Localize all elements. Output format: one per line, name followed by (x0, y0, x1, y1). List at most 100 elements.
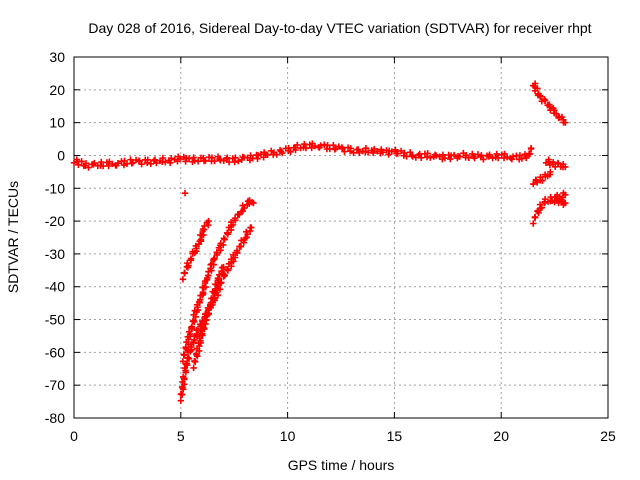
data-point (562, 163, 569, 171)
data-point (201, 279, 209, 287)
data-point (273, 151, 280, 158)
data-point (241, 204, 248, 212)
data-point (335, 143, 343, 150)
data-point (176, 155, 184, 163)
y-tick-label: 20 (49, 82, 65, 98)
data-point (232, 216, 239, 224)
data-point (109, 160, 116, 168)
data-point (244, 231, 251, 238)
data-point (229, 221, 237, 229)
data-point (525, 150, 533, 158)
data-point (562, 119, 569, 126)
data-point (215, 271, 223, 278)
y-tick-label: -40 (45, 279, 65, 295)
data-point (216, 155, 223, 163)
data-point (167, 159, 174, 166)
series-arc-4 (190, 263, 227, 372)
data-point (181, 189, 189, 197)
series-arc-2 (179, 197, 257, 365)
data-point (550, 158, 557, 166)
data-point (191, 157, 198, 164)
data-point (237, 243, 244, 250)
series-main-band (70, 140, 535, 171)
series-arc-3 (177, 224, 255, 404)
data-point (324, 142, 331, 149)
data-point (185, 155, 193, 162)
data-point (379, 149, 387, 156)
data-point (418, 154, 425, 162)
data-point (536, 92, 544, 99)
y-tick-label: -70 (45, 377, 65, 393)
data-point (547, 168, 554, 176)
data-point (210, 256, 217, 264)
data-point (232, 154, 239, 161)
data-point (287, 148, 294, 155)
axis-ticks: 0 5 10 15 20 25 -80 -70 -60 -50 -40 -30 -20 -10 0 10 20 3… (45, 49, 616, 444)
data-point (480, 156, 487, 163)
data-point (562, 199, 569, 207)
data-point (279, 149, 286, 157)
data-point (546, 101, 553, 108)
data-point (219, 270, 226, 277)
data-point (200, 324, 207, 331)
data-point (198, 331, 205, 338)
data-point (555, 199, 562, 207)
data-point (424, 150, 431, 157)
y-tick-label: -10 (45, 180, 65, 196)
data-point (182, 367, 189, 374)
data-point (550, 106, 558, 114)
x-axis-label: GPS time / hours (288, 457, 395, 473)
data-point (193, 245, 200, 252)
data-point (185, 262, 192, 269)
data-point (144, 156, 151, 163)
data-point (194, 303, 201, 311)
data-point (129, 159, 137, 166)
data-point (205, 307, 212, 314)
data-point (197, 337, 204, 344)
grid-lines (74, 57, 608, 418)
data-point (212, 287, 220, 294)
data-point (177, 397, 184, 404)
data-point (192, 313, 199, 321)
y-tick-label: -30 (45, 246, 65, 262)
data-point (183, 361, 190, 368)
y-tick-label: -20 (45, 213, 65, 229)
data-point (503, 153, 511, 161)
data-point (489, 154, 496, 162)
data-point (205, 268, 212, 275)
data-point (78, 158, 85, 165)
data-point (447, 155, 454, 163)
data-point (190, 364, 197, 372)
data-point (317, 142, 325, 149)
data-point (184, 354, 192, 361)
data-point (224, 229, 231, 237)
series-late-arc-4 (542, 156, 569, 171)
data-point (456, 153, 463, 160)
data-point (213, 249, 221, 256)
data-point (331, 146, 339, 153)
data-point (219, 241, 227, 249)
data-point (392, 146, 399, 154)
data-point (188, 324, 195, 331)
data-point (441, 154, 449, 162)
data-point (181, 269, 188, 277)
data-point (138, 160, 145, 168)
data-point (179, 358, 187, 365)
data-point (128, 160, 136, 167)
data-point (370, 149, 377, 157)
data-point (233, 249, 241, 256)
chart-title: Day 028 of 2016, Sidereal Day-to-day VTE… (88, 20, 591, 36)
x-tick-label: 0 (70, 428, 78, 444)
data-point (516, 152, 524, 159)
data-point (301, 140, 308, 148)
data-point (190, 317, 197, 324)
data-point (439, 151, 447, 158)
data-point (409, 153, 416, 160)
data-point (541, 97, 549, 104)
data-point (168, 155, 175, 162)
data-point (209, 294, 217, 302)
data-point (91, 159, 98, 167)
data-point (177, 391, 185, 398)
data-point (394, 150, 401, 157)
